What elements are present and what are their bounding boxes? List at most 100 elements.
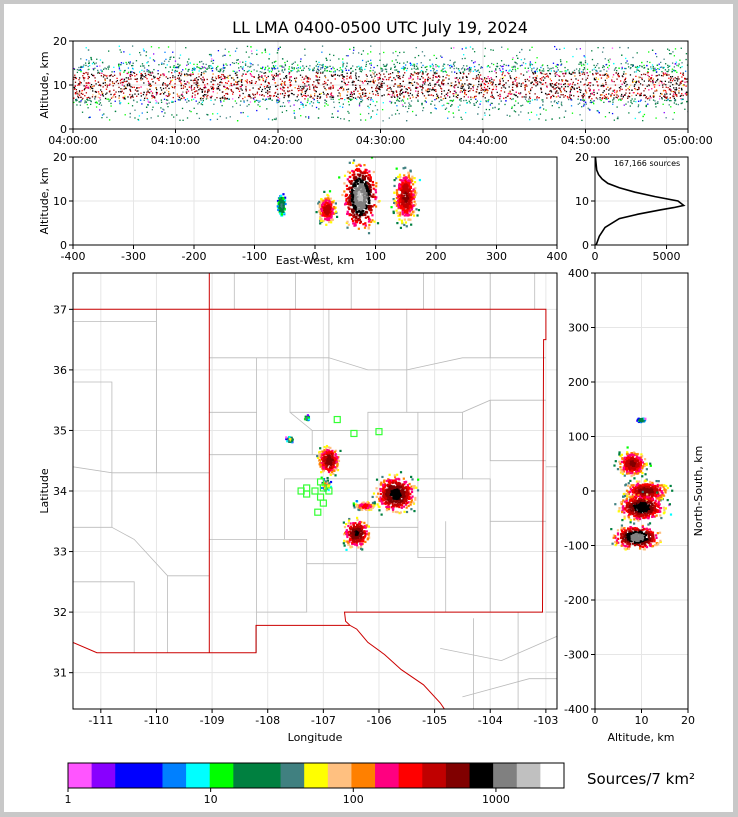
source-point [550, 97, 552, 99]
source-point [667, 99, 669, 101]
source-point [198, 70, 200, 72]
source-point [412, 74, 415, 76]
source-pixel [361, 181, 364, 184]
source-point [605, 64, 607, 66]
source-point [192, 79, 194, 82]
source-point [242, 73, 244, 75]
source-point [359, 101, 362, 103]
source-point [562, 73, 564, 75]
source-point [457, 106, 460, 108]
source-point [174, 69, 176, 72]
source-point [301, 95, 303, 98]
source-point [381, 78, 384, 80]
source-point [673, 102, 676, 104]
source-point [623, 81, 625, 83]
source-point [677, 76, 679, 78]
source-point [673, 66, 676, 68]
source-point [544, 82, 547, 84]
source-point [554, 73, 556, 75]
source-point [242, 111, 244, 114]
source-point [610, 87, 612, 89]
source-point [569, 83, 571, 85]
source-point [243, 69, 245, 72]
source-point [623, 71, 625, 73]
source-point [150, 85, 152, 87]
source-point [147, 73, 150, 76]
source-point [399, 94, 401, 96]
source-point [554, 75, 557, 77]
source-point [196, 112, 198, 115]
source-point [420, 66, 423, 69]
source-point [589, 99, 592, 102]
source-point [435, 83, 437, 85]
source-point [605, 81, 607, 84]
source-point [167, 95, 169, 98]
source-point [247, 115, 249, 118]
source-point [129, 97, 132, 99]
source-point [593, 89, 595, 91]
source-point [106, 116, 108, 119]
source-pixel [360, 197, 364, 200]
source-point [467, 96, 470, 98]
source-point [647, 68, 650, 70]
source-point [347, 88, 350, 90]
source-pixel [348, 213, 351, 216]
source-point [307, 100, 309, 102]
source-point [165, 84, 167, 86]
source-point [665, 91, 667, 93]
source-point [176, 114, 178, 116]
source-pixel [326, 206, 329, 209]
source-point [90, 100, 92, 103]
source-point [588, 97, 590, 99]
source-point [602, 83, 604, 85]
source-point [585, 103, 587, 105]
source-point [185, 68, 187, 70]
source-point [672, 51, 674, 53]
source-point [159, 76, 161, 78]
source-point [668, 89, 671, 91]
source-point [275, 68, 277, 70]
source-point [322, 66, 324, 68]
source-point [182, 85, 185, 87]
source-point [413, 81, 416, 83]
source-point [625, 103, 627, 105]
source-point [463, 93, 466, 95]
source-point [610, 94, 612, 96]
source-point [588, 95, 590, 98]
source-point [90, 85, 92, 88]
source-point [73, 78, 75, 80]
source-point [184, 74, 186, 77]
source-point [679, 81, 682, 83]
source-point [87, 72, 89, 74]
source-point [203, 72, 205, 75]
source-point [673, 95, 675, 98]
source-point [369, 67, 372, 69]
source-point [520, 83, 523, 85]
source-point [539, 78, 542, 80]
source-point [146, 69, 148, 71]
source-point [284, 92, 286, 94]
source-pixel [353, 175, 356, 178]
source-point [658, 74, 660, 76]
source-point [315, 90, 317, 93]
source-point [443, 104, 445, 106]
source-point [219, 69, 222, 72]
source-point [310, 94, 312, 96]
source-point [226, 82, 228, 84]
source-point [430, 103, 432, 105]
source-point [147, 89, 149, 91]
source-point [466, 101, 468, 104]
source-point [479, 67, 482, 69]
source-point [145, 96, 147, 98]
source-pixel [343, 203, 347, 206]
source-point [636, 80, 638, 83]
source-point [584, 61, 587, 64]
source-point [554, 84, 556, 86]
source-point [326, 66, 329, 68]
source-point [99, 109, 101, 111]
source-point [341, 86, 343, 88]
source-point [211, 95, 213, 97]
source-pixel [326, 193, 329, 197]
source-point [244, 96, 246, 98]
source-point [333, 101, 335, 103]
